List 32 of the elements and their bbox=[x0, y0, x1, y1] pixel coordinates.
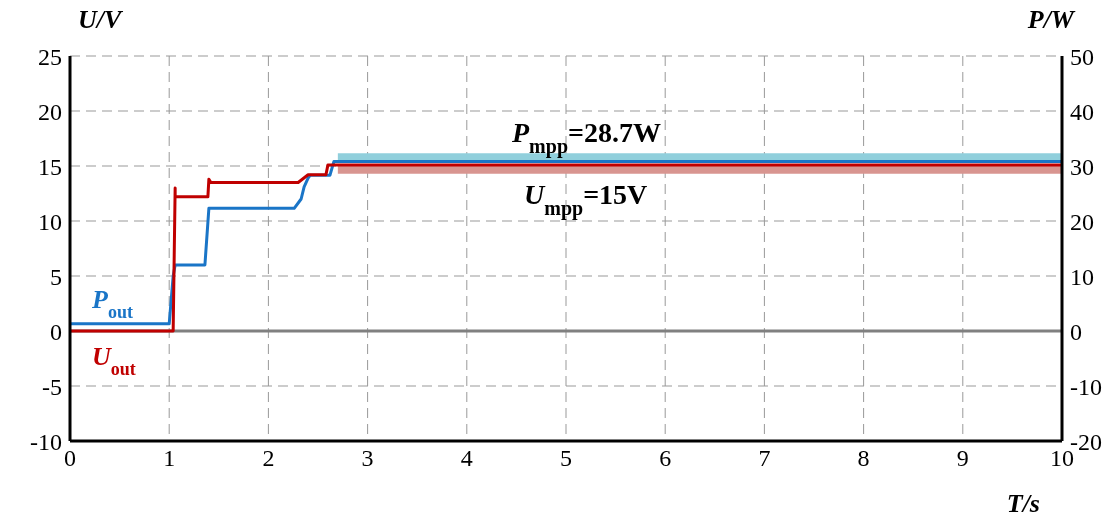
x-tick-label: 7 bbox=[758, 445, 771, 472]
y2-tick-label: 20 bbox=[1070, 208, 1094, 235]
y-tick-label: -5 bbox=[42, 373, 62, 400]
annotation: U$_{mpp}$=15V bbox=[524, 179, 648, 220]
y2-tick-label: 10 bbox=[1070, 263, 1094, 290]
annotation: P$_{mpp}$=28.7W bbox=[511, 117, 661, 158]
x-tick-label: 10 bbox=[1050, 445, 1074, 472]
y-tick-label: 5 bbox=[50, 263, 62, 290]
x-tick-label: 4 bbox=[460, 445, 473, 472]
y-axis-title: U/V bbox=[78, 5, 124, 34]
x-tick-label: 6 bbox=[659, 445, 672, 472]
x-tick-label: 3 bbox=[361, 445, 374, 472]
x-tick-label: 1 bbox=[163, 445, 176, 472]
y-tick-label: 25 bbox=[38, 43, 62, 70]
y2-tick-label: 30 bbox=[1070, 153, 1094, 180]
y2-tick-label: 40 bbox=[1070, 98, 1094, 125]
y-tick-label: 20 bbox=[38, 98, 62, 125]
y-tick-label: 0 bbox=[50, 318, 62, 345]
y-tick-label: -10 bbox=[30, 428, 62, 455]
y2-axis-title: P/W bbox=[1026, 5, 1076, 34]
series-label: P$_{out}$ bbox=[91, 284, 133, 322]
y-tick-label: 10 bbox=[38, 208, 62, 235]
y2-tick-label: 50 bbox=[1070, 43, 1094, 70]
x-tick-label: 5 bbox=[560, 445, 572, 472]
series-label: U$_{out}$ bbox=[92, 342, 136, 379]
x-tick-label: 2 bbox=[262, 445, 275, 472]
x-tick-label: 9 bbox=[956, 445, 969, 472]
y2-tick-label: -10 bbox=[1070, 373, 1102, 400]
y-tick-label: 15 bbox=[38, 153, 62, 180]
x-axis-title: T/s bbox=[1006, 489, 1040, 516]
y2-tick-label: 0 bbox=[1070, 318, 1082, 345]
x-tick-label: 8 bbox=[857, 445, 870, 472]
